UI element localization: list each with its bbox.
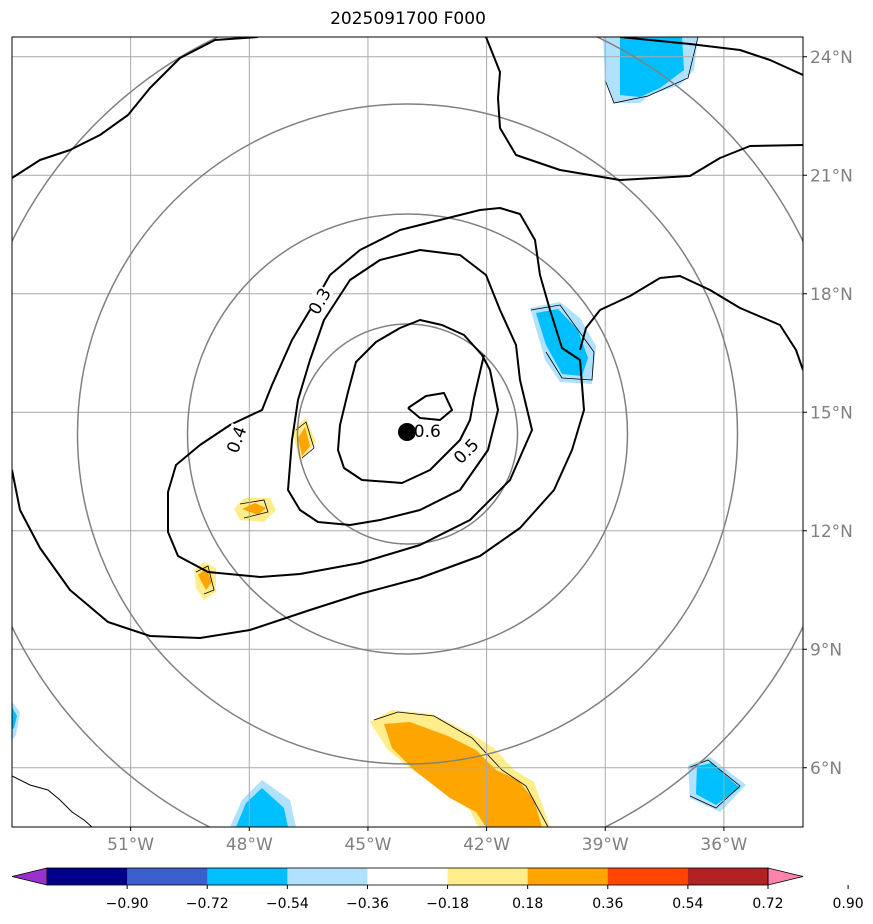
colorbar-bin [607,868,689,885]
colorbar-label: 0.18 [512,896,543,912]
contour-label-bg [304,284,334,316]
colorbar-label: −0.36 [346,896,389,912]
shaded-region [696,763,740,805]
colorbar-label: −0.18 [426,896,469,912]
contour-line [579,275,803,371]
contour-line [619,37,803,76]
colorbar-label: −0.54 [266,896,309,912]
contour-label-group: 0.6 [414,421,442,442]
lat-label: 6°N [810,759,842,779]
colorbar-bin [47,868,128,885]
chart-title: 2025091700 F000 [330,9,486,29]
contour-line [485,37,803,181]
region-outline [373,711,549,827]
contour-label-bg [450,434,482,466]
colorbar-label: 0.90 [833,896,864,912]
shaded-region [12,707,17,730]
contour-line [407,392,453,421]
contour-label: 0.6 [414,422,441,442]
colorbar-bin [687,868,769,885]
lon-label: 42°W [463,835,510,855]
lon-label: 48°W [226,835,273,855]
region-outline [239,499,269,519]
colorbar-bin [527,868,609,885]
center-dot [398,423,416,441]
lat-label: 12°N [810,522,853,542]
colorbar-frame [46,867,769,886]
colorbar-tick-labels: −0.90 −0.72 −0.54 −0.36 −0.18 0.18 0.36 0.54 0.7… [106,885,864,912]
lon-label: 39°W [582,835,629,855]
shaded-anomaly-regions [12,37,746,827]
storm-center-marker [398,423,416,441]
latitude-labels: 24°N 21°N 18°N 15°N 12°N 9°N 6°N [810,48,853,779]
shaded-region [536,309,588,376]
shaded-region [620,37,684,97]
lon-label: 36°W [700,835,747,855]
colorbar-label: −0.90 [106,896,149,912]
contour-label-bg [222,422,249,454]
region-outline [687,759,741,809]
contour-line [12,207,585,639]
range-ring [186,213,629,655]
axis-ticks [130,56,807,831]
lat-label: 9°N [810,640,842,660]
colorbar-label: 0.36 [592,896,623,912]
colorbar-label: 0.54 [672,896,703,912]
lat-label: 15°N [810,403,853,423]
lon-label: 51°W [107,835,154,855]
contour-lines [12,37,803,639]
lon-label: 45°W [344,835,391,855]
shaded-region [242,503,266,515]
contour-label-bg [415,421,442,439]
colorbar-bin [367,868,449,885]
contour-labels: 0.30.4 0.50.6 [222,284,483,468]
colorbar-extend-low [11,867,48,886]
colorbar-bin [207,868,288,885]
colorbar-bin [127,868,208,885]
colorbar-label: 0.72 [752,896,783,912]
colorbar [11,867,804,886]
colorbar-extend-high [767,867,804,886]
contour-line [12,37,259,179]
colorbar-bin [447,868,529,885]
lat-label: 21°N [810,166,853,186]
coastline-path [12,775,93,827]
map-frame [11,36,804,828]
coastline [12,775,93,827]
region-outline [603,37,699,104]
lat-label: 24°N [810,48,853,68]
range-ring [76,103,739,765]
lat-lon-gridlines [12,37,803,827]
colorbar-bin [287,868,368,885]
region-outline [295,421,315,459]
shaded-region [298,427,310,456]
lat-label: 18°N [810,285,853,305]
shaded-region [384,722,542,827]
colorbar-label: −0.72 [186,896,229,912]
longitude-labels: 51°W 48°W 45°W 42°W 39°W 36°W [107,835,747,855]
shaded-region [198,568,212,590]
region-outline [530,304,595,381]
